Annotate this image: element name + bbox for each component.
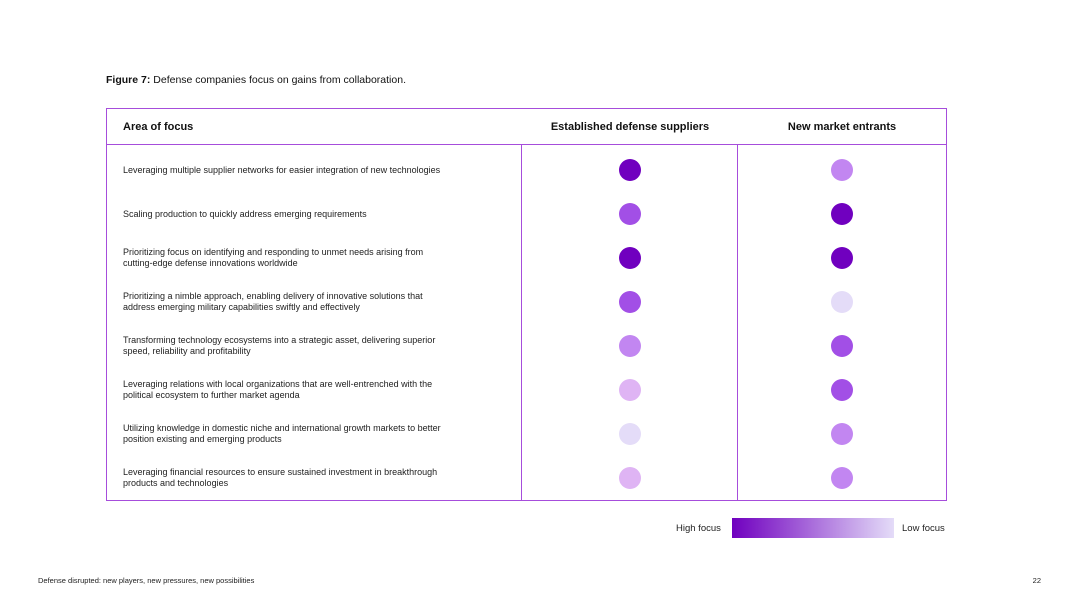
row-label: Leveraging relations with local organiza…: [123, 379, 433, 400]
focus-dot-entrants: [831, 379, 853, 401]
row-label: Leveraging financial resources to ensure…: [123, 467, 438, 488]
legend-low-label: Low focus: [902, 523, 945, 534]
row-label: Scaling production to quickly address em…: [123, 208, 367, 219]
figure-caption: Figure 7: Defense companies focus on gai…: [106, 74, 406, 86]
column-header-established: Established defense suppliers: [550, 121, 710, 133]
focus-dot-entrants: [831, 423, 853, 445]
legend-gradient-bar: [732, 518, 894, 538]
footer-title: Defense disrupted: new players, new pres…: [38, 576, 255, 585]
focus-dot-established: [619, 159, 641, 181]
focus-dot-established: [619, 467, 641, 489]
column-divider-1: [521, 145, 522, 500]
focus-dot-entrants: [831, 247, 853, 269]
row-label: Transforming technology ecosystems into …: [123, 335, 436, 356]
focus-dot-entrants: [831, 467, 853, 489]
focus-dot-entrants: [831, 291, 853, 313]
column-header-entrants: New market entrants: [787, 121, 897, 133]
figure-caption-label: Figure 7:: [106, 74, 151, 86]
focus-dot-established: [619, 291, 641, 313]
page-number: 22: [1032, 576, 1041, 585]
row-label: Leveraging multiple supplier networks fo…: [123, 164, 441, 175]
focus-dot-established: [619, 379, 641, 401]
focus-dot-established: [619, 203, 641, 225]
column-header-area: Area of focus: [123, 121, 194, 133]
focus-table: Area of focus Established defense suppli…: [106, 108, 947, 501]
focus-dot-established: [619, 335, 641, 357]
row-label: Utilizing knowledge in domestic niche an…: [123, 423, 441, 444]
focus-dot-entrants: [831, 203, 853, 225]
column-divider-2: [737, 145, 738, 500]
focus-dot-entrants: [831, 159, 853, 181]
row-label: Prioritizing a nimble approach, enabling…: [123, 291, 423, 312]
focus-dot-established: [619, 423, 641, 445]
focus-dot-established: [619, 247, 641, 269]
row-label: Prioritizing focus on identifying and re…: [123, 247, 424, 268]
focus-dot-entrants: [831, 335, 853, 357]
legend-high-label: High focus: [676, 523, 721, 534]
header-divider: [107, 144, 946, 145]
figure-caption-text: Defense companies focus on gains from co…: [153, 74, 406, 86]
